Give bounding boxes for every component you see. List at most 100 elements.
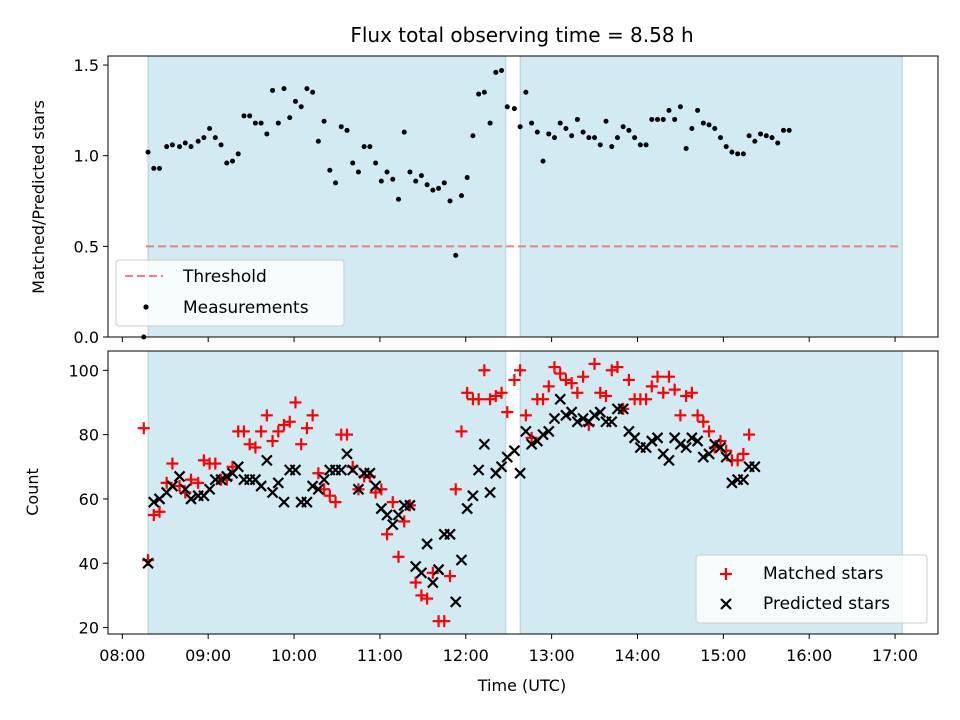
measurement-point <box>447 198 453 204</box>
predicted-star-point <box>594 406 607 418</box>
measurement-point <box>264 131 270 137</box>
measurement-point <box>436 185 442 191</box>
top-y-axis-label: Matched/Predicted stars <box>29 100 48 294</box>
predicted-star-point <box>364 467 376 479</box>
measurement-point <box>275 120 281 126</box>
predicted-star-point <box>737 473 750 486</box>
matched-star-point <box>381 528 394 541</box>
matched-star-point <box>237 425 250 438</box>
measurement-point <box>401 129 407 135</box>
matched-star-point <box>461 386 474 399</box>
matched-star-point <box>392 550 405 563</box>
y-tick-label: 1.0 <box>74 147 99 166</box>
measurement-point <box>230 158 235 164</box>
measurement-point <box>769 135 775 141</box>
matched-star-point <box>266 435 279 448</box>
measurement-point <box>195 138 201 144</box>
legend-measurements-swatch <box>143 304 149 310</box>
predicted-star-point <box>542 425 555 438</box>
measurement-point <box>511 106 517 112</box>
y-tick-label: 40 <box>79 554 99 573</box>
predicted-star-point <box>220 470 233 483</box>
predicted-star-point <box>554 393 566 406</box>
measurement-point <box>418 173 424 179</box>
measurement-point <box>683 145 689 151</box>
measurement-point <box>632 135 638 141</box>
predicted-star-point <box>628 432 641 444</box>
matched-star-point <box>137 422 150 435</box>
measurement-point <box>344 127 350 133</box>
measurement-point <box>235 151 241 157</box>
measurement-point <box>470 133 476 139</box>
measurement-point <box>666 107 672 113</box>
measurement-point <box>695 107 701 113</box>
matched-star-point <box>421 592 434 605</box>
matched-star-point <box>295 438 308 451</box>
predicted-star-point <box>495 460 508 473</box>
x-tick-label: 16:00 <box>786 646 832 665</box>
measurement-point <box>321 118 327 124</box>
measurement-point <box>775 140 781 146</box>
measurement-point <box>493 69 499 75</box>
predicted-star-point <box>335 464 348 476</box>
measurement-point <box>643 142 649 148</box>
bottom-y-axis-label: Count <box>23 468 42 516</box>
measurement-point <box>597 142 603 148</box>
measurement-point <box>151 165 157 171</box>
measurement-point <box>529 120 535 126</box>
measurement-point <box>157 165 163 171</box>
measurement-point <box>523 89 529 95</box>
predicted-star-point <box>461 502 473 515</box>
measurement-point <box>551 135 557 141</box>
predicted-star-point <box>508 444 521 457</box>
predicted-star-point <box>369 480 382 492</box>
x-tick-label: 15:00 <box>700 646 746 665</box>
x-tick-label: 14:00 <box>614 646 660 665</box>
predicted-star-point <box>255 480 267 492</box>
measurement-point <box>563 126 569 132</box>
matched-star-point <box>272 425 285 438</box>
measurement-point <box>361 144 367 150</box>
matched-star-point <box>737 447 750 460</box>
predicted-star-point <box>352 483 365 496</box>
measurement-point <box>207 126 213 132</box>
predicted-star-point <box>467 489 479 502</box>
matched-star-point <box>542 380 555 393</box>
x-tick-label: 10:00 <box>271 646 317 665</box>
x-axis-label: Time (UTC) <box>477 676 566 695</box>
measurement-point <box>700 120 706 126</box>
matched-star-point <box>519 409 532 422</box>
matched-star-point <box>588 357 601 370</box>
matched-star-point <box>398 515 411 528</box>
matched-star-point <box>657 386 670 399</box>
predicted-star-point <box>663 454 675 467</box>
measurement-point <box>476 91 482 97</box>
matched-star-point <box>438 615 451 628</box>
measurement-point <box>270 87 276 93</box>
predicted-star-point <box>749 460 761 473</box>
measurement-point <box>164 144 170 150</box>
measurement-point <box>603 118 609 124</box>
measurement-point <box>212 135 218 141</box>
measurement-point <box>182 140 188 146</box>
legend-measurements-label: Measurements <box>183 298 309 318</box>
predicted-star-point <box>646 435 658 447</box>
measurement-point <box>298 104 304 110</box>
measurement-point <box>729 149 735 155</box>
measurement-point <box>481 89 487 95</box>
matched-star-point <box>449 483 462 496</box>
measurement-point <box>177 144 183 150</box>
y-tick-label: 0.0 <box>74 328 99 347</box>
measurement-point <box>689 126 695 132</box>
predicted-star-point <box>203 483 216 496</box>
bottom-axes: 20 40 60 80 100 08:00 09:00 10:00 11:00 12:00 13:… <box>23 350 939 695</box>
legend-threshold-label: Threshold <box>182 267 267 287</box>
measurement-point <box>247 113 253 119</box>
measurement-point <box>723 144 729 150</box>
measurement-point <box>384 169 390 175</box>
matched-star-point <box>495 386 508 399</box>
predicted-star-point <box>148 496 160 508</box>
matched-star-point <box>674 409 687 422</box>
predicted-star-point <box>484 486 496 499</box>
predicted-star-point <box>680 441 692 454</box>
